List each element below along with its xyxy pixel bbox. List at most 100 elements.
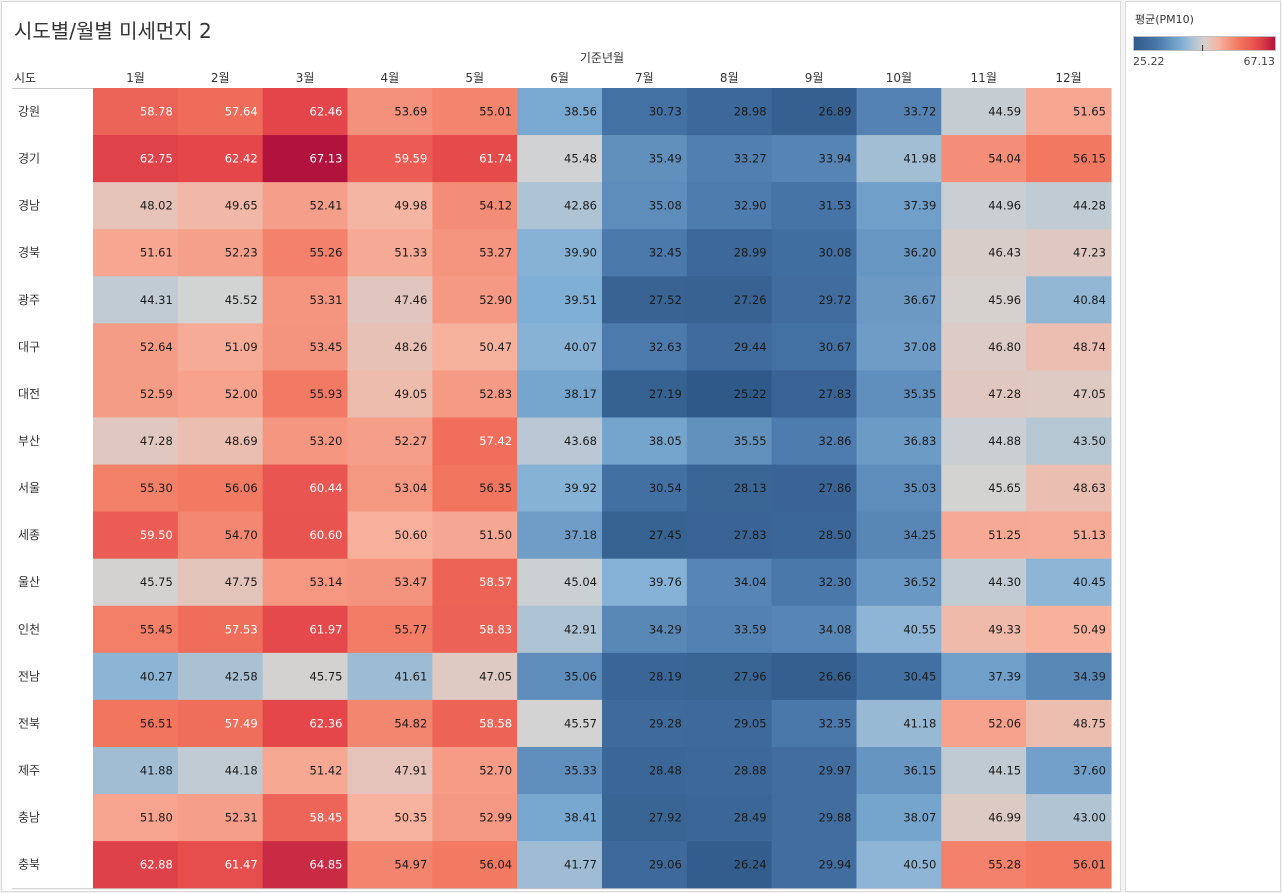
heatmap-cell[interactable] bbox=[262, 229, 349, 277]
heatmap-cell[interactable] bbox=[941, 182, 1027, 230]
heatmap-cell[interactable] bbox=[347, 323, 433, 372]
heatmap-cell[interactable] bbox=[771, 558, 858, 607]
heatmap-cell[interactable] bbox=[432, 558, 518, 607]
heatmap-cell[interactable] bbox=[771, 511, 858, 560]
heatmap-cell[interactable] bbox=[1026, 417, 1112, 466]
heatmap-cell[interactable] bbox=[941, 605, 1027, 654]
heatmap-cell[interactable] bbox=[941, 417, 1027, 466]
heatmap-cell[interactable] bbox=[432, 464, 518, 513]
heatmap-cell[interactable] bbox=[1026, 370, 1112, 419]
heatmap-cell[interactable] bbox=[177, 229, 264, 277]
heatmap-cell[interactable] bbox=[517, 464, 603, 513]
heatmap-cell[interactable] bbox=[856, 841, 942, 889]
heatmap-cell[interactable] bbox=[686, 370, 773, 419]
heatmap-cell[interactable] bbox=[93, 182, 179, 230]
heatmap-cell[interactable] bbox=[941, 229, 1027, 277]
heatmap-cell[interactable] bbox=[347, 182, 433, 230]
heatmap-cell[interactable] bbox=[262, 464, 349, 513]
heatmap-cell[interactable] bbox=[432, 652, 518, 701]
heatmap-cell[interactable] bbox=[517, 841, 603, 889]
heatmap-cell[interactable] bbox=[941, 699, 1027, 748]
row-label[interactable]: 인천 bbox=[18, 621, 40, 636]
heatmap-cell[interactable] bbox=[177, 417, 264, 466]
heatmap-cell[interactable] bbox=[771, 276, 858, 324]
heatmap-cell[interactable] bbox=[93, 417, 179, 466]
heatmap-cell[interactable] bbox=[1026, 746, 1112, 795]
heatmap-cell[interactable] bbox=[941, 88, 1027, 136]
heatmap-cell[interactable] bbox=[686, 699, 773, 748]
heatmap-cell[interactable] bbox=[686, 511, 773, 560]
row-label[interactable]: 전남 bbox=[18, 669, 40, 683]
heatmap-cell[interactable] bbox=[347, 135, 433, 183]
heatmap-cell[interactable] bbox=[177, 652, 264, 701]
heatmap-cell[interactable] bbox=[941, 746, 1027, 795]
heatmap-cell[interactable] bbox=[1026, 699, 1112, 748]
heatmap-cell[interactable] bbox=[177, 135, 264, 183]
heatmap-cell[interactable] bbox=[941, 511, 1027, 560]
heatmap-cell[interactable] bbox=[941, 652, 1027, 701]
heatmap-cell[interactable] bbox=[93, 511, 179, 560]
heatmap-cell[interactable] bbox=[771, 652, 858, 701]
heatmap-cell[interactable] bbox=[432, 841, 518, 889]
heatmap-cell[interactable] bbox=[517, 558, 603, 607]
heatmap-cell[interactable] bbox=[771, 370, 858, 419]
heatmap-cell[interactable] bbox=[771, 794, 858, 842]
heatmap-cell[interactable] bbox=[1026, 841, 1112, 889]
heatmap-cell[interactable] bbox=[1026, 323, 1112, 372]
heatmap-cell[interactable] bbox=[347, 229, 433, 277]
heatmap-cell[interactable] bbox=[347, 652, 433, 701]
heatmap-cell[interactable] bbox=[517, 276, 603, 324]
heatmap-cell[interactable] bbox=[686, 746, 773, 795]
heatmap-cell[interactable] bbox=[177, 88, 264, 136]
heatmap-cell[interactable] bbox=[93, 464, 179, 513]
heatmap-cell[interactable] bbox=[262, 323, 349, 372]
heatmap-cell[interactable] bbox=[856, 276, 942, 324]
heatmap-cell[interactable] bbox=[686, 464, 773, 513]
column-label[interactable]: 5월 bbox=[465, 71, 484, 85]
heatmap-cell[interactable] bbox=[432, 605, 518, 654]
heatmap-cell[interactable] bbox=[432, 276, 518, 324]
heatmap-cell[interactable] bbox=[262, 276, 349, 324]
heatmap-cell[interactable] bbox=[177, 558, 264, 607]
heatmap-cell[interactable] bbox=[93, 370, 179, 419]
heatmap-cell[interactable] bbox=[347, 511, 433, 560]
column-label[interactable]: 4월 bbox=[381, 71, 400, 85]
heatmap-cell[interactable] bbox=[262, 370, 349, 419]
column-label[interactable]: 10월 bbox=[886, 71, 912, 85]
heatmap-cell[interactable] bbox=[856, 605, 942, 654]
heatmap-cell[interactable] bbox=[93, 135, 179, 183]
row-label[interactable]: 제주 bbox=[18, 764, 40, 778]
heatmap-cell[interactable] bbox=[262, 182, 349, 230]
heatmap-cell[interactable] bbox=[686, 417, 773, 466]
heatmap-cell[interactable] bbox=[517, 417, 603, 466]
heatmap-cell[interactable] bbox=[1026, 135, 1112, 183]
row-label[interactable]: 대전 bbox=[18, 387, 40, 401]
heatmap-cell[interactable] bbox=[686, 182, 773, 230]
heatmap-cell[interactable] bbox=[601, 605, 688, 654]
row-label[interactable]: 세종 bbox=[18, 528, 40, 542]
heatmap-cell[interactable] bbox=[856, 229, 942, 277]
column-label[interactable]: 8월 bbox=[720, 71, 739, 85]
row-label[interactable]: 경기 bbox=[18, 152, 40, 166]
heatmap-cell[interactable] bbox=[686, 841, 773, 889]
column-label[interactable]: 6월 bbox=[550, 71, 569, 85]
heatmap-cell[interactable] bbox=[93, 605, 179, 654]
heatmap-cell[interactable] bbox=[856, 370, 942, 419]
heatmap-cell[interactable] bbox=[601, 88, 688, 136]
heatmap-cell[interactable] bbox=[1026, 182, 1112, 230]
heatmap-cell[interactable] bbox=[856, 746, 942, 795]
column-label[interactable]: 11월 bbox=[971, 71, 997, 85]
heatmap-cell[interactable] bbox=[347, 558, 433, 607]
heatmap-cell[interactable] bbox=[347, 276, 433, 324]
heatmap-cell[interactable] bbox=[1026, 794, 1112, 842]
heatmap-cell[interactable] bbox=[347, 88, 433, 136]
column-label[interactable]: 2월 bbox=[211, 71, 230, 85]
heatmap-cell[interactable] bbox=[941, 841, 1027, 889]
heatmap-cell[interactable] bbox=[517, 605, 603, 654]
heatmap-cell[interactable] bbox=[1026, 558, 1112, 607]
heatmap-cell[interactable] bbox=[856, 182, 942, 230]
row-label[interactable]: 광주 bbox=[18, 293, 40, 307]
heatmap-cell[interactable] bbox=[347, 370, 433, 419]
heatmap-cell[interactable] bbox=[262, 652, 349, 701]
heatmap-cell[interactable] bbox=[601, 182, 688, 230]
